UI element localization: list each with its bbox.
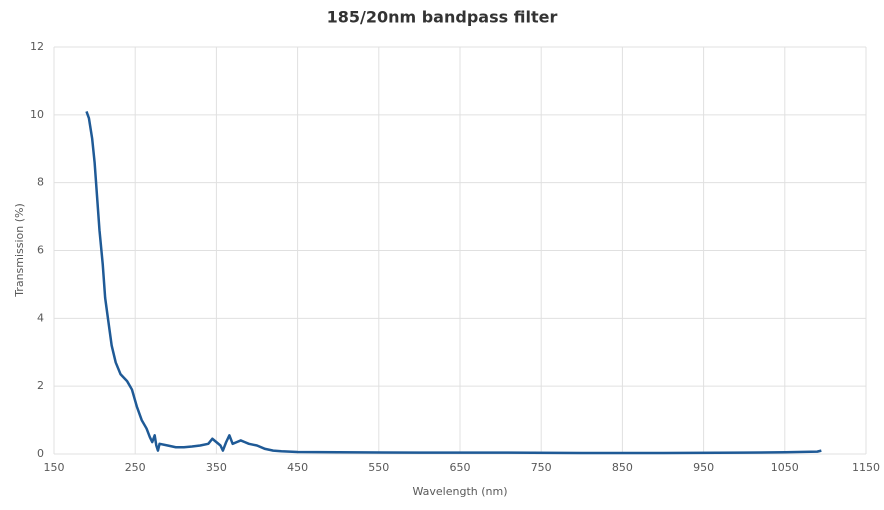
data-line bbox=[85, 111, 822, 455]
x-tick-label: 250 bbox=[125, 461, 146, 474]
x-tick-label: 350 bbox=[206, 461, 227, 474]
y-axis-label: Transmission (%) bbox=[13, 203, 26, 298]
y-tick-label: 0 bbox=[37, 447, 44, 460]
y-tick-label: 12 bbox=[30, 40, 44, 53]
x-tick-label: 850 bbox=[612, 461, 633, 474]
y-tick-label: 2 bbox=[37, 379, 44, 392]
x-axis-label: Wavelength (nm) bbox=[412, 485, 507, 498]
y-tick-label: 8 bbox=[37, 176, 44, 189]
x-tick-label: 150 bbox=[44, 461, 65, 474]
y-tick-label: 10 bbox=[30, 108, 44, 121]
y-tick-label: 6 bbox=[37, 244, 44, 257]
x-tick-label: 1150 bbox=[852, 461, 880, 474]
x-tick-label: 650 bbox=[450, 461, 471, 474]
x-tick-label: 550 bbox=[368, 461, 389, 474]
y-tick-label: 4 bbox=[37, 311, 44, 324]
x-tick-label: 450 bbox=[287, 461, 308, 474]
x-tick-label: 1050 bbox=[771, 461, 799, 474]
x-tick-label: 950 bbox=[693, 461, 714, 474]
x-tick-label: 750 bbox=[531, 461, 552, 474]
chart-title: 185/20nm bandpass filter bbox=[327, 8, 558, 27]
